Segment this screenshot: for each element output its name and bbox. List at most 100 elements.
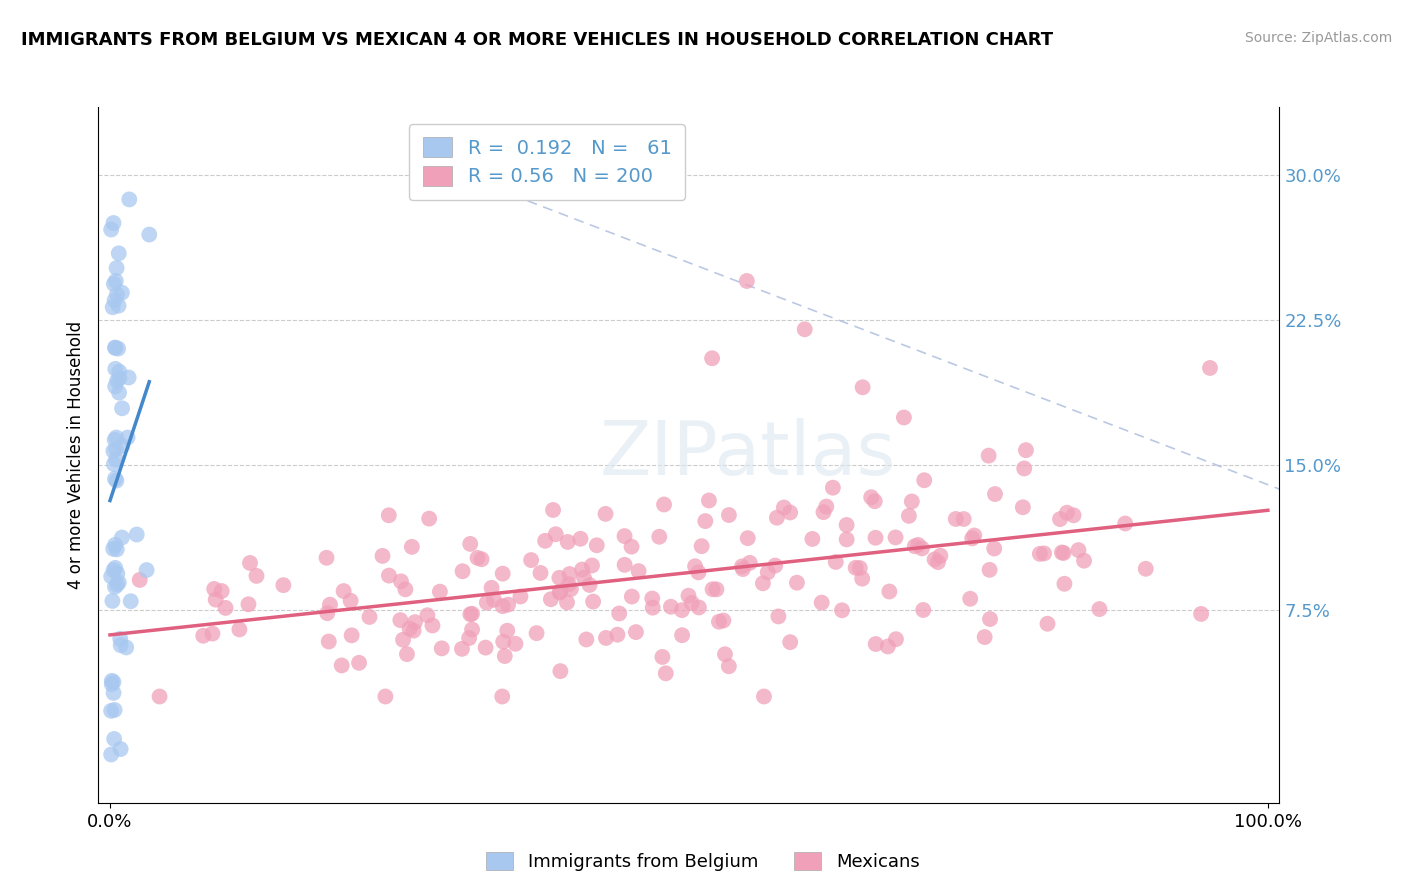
Point bbox=[831, 603, 853, 617]
Point bbox=[125, 527, 148, 541]
Point bbox=[779, 506, 801, 520]
Point bbox=[100, 704, 122, 718]
Point bbox=[893, 410, 915, 425]
Point bbox=[138, 227, 160, 242]
Point bbox=[560, 582, 582, 596]
Point bbox=[578, 578, 600, 592]
Point bbox=[461, 607, 484, 621]
Point bbox=[652, 498, 675, 512]
Point bbox=[492, 599, 515, 614]
Point bbox=[849, 561, 872, 575]
Text: ZIPatlas: ZIPatlas bbox=[600, 418, 896, 491]
Point bbox=[475, 596, 498, 610]
Point bbox=[731, 562, 754, 576]
Point bbox=[104, 362, 127, 376]
Point bbox=[404, 615, 426, 629]
Point bbox=[979, 612, 1001, 626]
Point bbox=[107, 246, 129, 260]
Point bbox=[111, 531, 134, 545]
Point bbox=[606, 628, 628, 642]
Point bbox=[103, 675, 125, 690]
Point bbox=[401, 540, 423, 554]
Point bbox=[104, 274, 127, 288]
Point bbox=[104, 538, 127, 552]
Point bbox=[865, 531, 887, 545]
Point bbox=[1088, 602, 1111, 616]
Point bbox=[105, 287, 128, 301]
Text: Source: ZipAtlas.com: Source: ZipAtlas.com bbox=[1244, 31, 1392, 45]
Point bbox=[505, 637, 527, 651]
Point bbox=[330, 658, 353, 673]
Point bbox=[821, 481, 844, 495]
Point bbox=[683, 559, 706, 574]
Point bbox=[688, 600, 710, 615]
Point bbox=[695, 514, 717, 528]
Point bbox=[659, 599, 682, 614]
Point bbox=[1053, 576, 1076, 591]
Point bbox=[707, 615, 730, 629]
Point bbox=[105, 442, 128, 457]
Point bbox=[835, 533, 858, 547]
Point bbox=[238, 597, 260, 611]
Point bbox=[620, 540, 643, 554]
Point bbox=[756, 566, 779, 580]
Point bbox=[711, 614, 734, 628]
Point bbox=[714, 647, 737, 661]
Point bbox=[211, 584, 233, 599]
Point bbox=[239, 556, 262, 570]
Point bbox=[389, 613, 412, 627]
Point bbox=[813, 505, 835, 519]
Point bbox=[544, 527, 567, 541]
Point bbox=[104, 472, 127, 486]
Point bbox=[378, 508, 401, 523]
Point bbox=[482, 592, 505, 607]
Point bbox=[558, 567, 581, 582]
Point bbox=[105, 474, 128, 488]
Point bbox=[461, 623, 484, 637]
Point bbox=[273, 578, 295, 592]
Point bbox=[332, 584, 354, 599]
Point bbox=[678, 589, 700, 603]
Point bbox=[851, 572, 873, 586]
Point bbox=[214, 601, 236, 615]
Point bbox=[108, 385, 131, 400]
Point bbox=[907, 538, 929, 552]
Point bbox=[648, 530, 671, 544]
Point bbox=[641, 600, 664, 615]
Point bbox=[1049, 512, 1071, 526]
Point bbox=[245, 569, 267, 583]
Point bbox=[496, 624, 519, 638]
Point bbox=[613, 529, 636, 543]
Point bbox=[700, 351, 723, 366]
Point bbox=[876, 640, 898, 654]
Point bbox=[541, 503, 564, 517]
Point bbox=[595, 631, 617, 645]
Point bbox=[731, 559, 754, 574]
Point bbox=[688, 566, 710, 580]
Point bbox=[103, 277, 125, 291]
Point bbox=[104, 379, 127, 393]
Point bbox=[548, 584, 571, 599]
Point bbox=[107, 299, 129, 313]
Legend: R =  0.192   N =   61, R = 0.56   N = 200: R = 0.192 N = 61, R = 0.56 N = 200 bbox=[409, 124, 685, 200]
Point bbox=[702, 582, 724, 597]
Point bbox=[706, 582, 728, 597]
Point bbox=[389, 574, 412, 589]
Point bbox=[316, 606, 339, 620]
Point bbox=[193, 629, 215, 643]
Point bbox=[101, 677, 124, 691]
Point bbox=[860, 490, 883, 504]
Point bbox=[548, 571, 571, 585]
Point bbox=[1073, 554, 1095, 568]
Point bbox=[496, 598, 519, 612]
Point bbox=[717, 659, 740, 673]
Point bbox=[105, 260, 128, 275]
Point bbox=[815, 500, 838, 514]
Point bbox=[752, 576, 775, 591]
Point bbox=[717, 508, 740, 522]
Point bbox=[585, 538, 607, 552]
Point bbox=[786, 575, 808, 590]
Point bbox=[104, 433, 127, 447]
Point bbox=[697, 493, 720, 508]
Point bbox=[104, 341, 127, 355]
